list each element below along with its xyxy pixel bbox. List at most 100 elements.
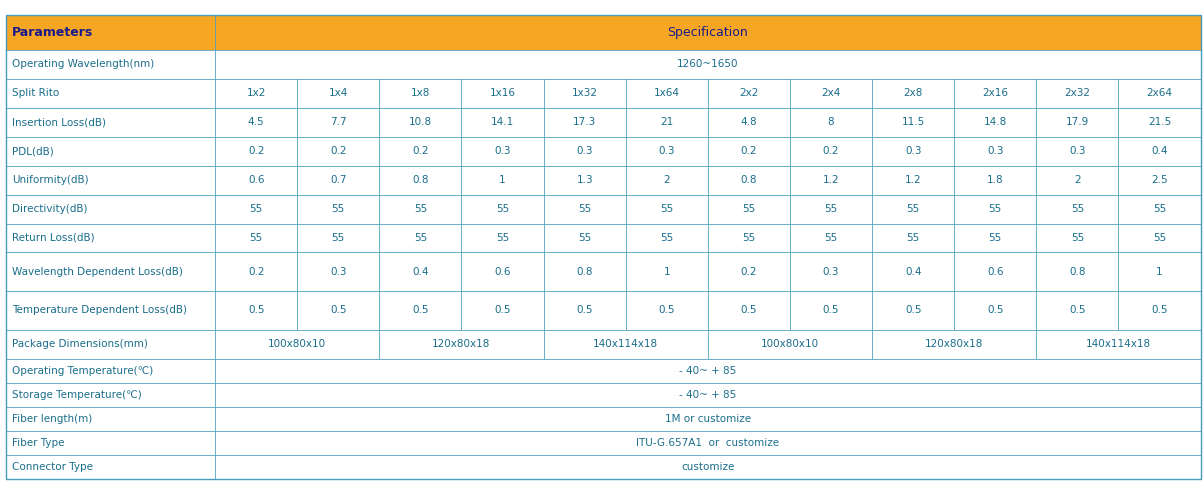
Bar: [215, 359, 1201, 383]
Bar: [6, 50, 215, 79]
Text: 7.7: 7.7: [330, 117, 346, 127]
Text: 0.5: 0.5: [986, 305, 1003, 316]
Text: 55: 55: [742, 204, 755, 214]
Bar: [1119, 291, 1201, 330]
Bar: [707, 166, 790, 195]
Bar: [297, 136, 379, 166]
Text: 4.8: 4.8: [741, 117, 757, 127]
Bar: [297, 253, 379, 291]
Bar: [872, 224, 954, 253]
Bar: [462, 224, 544, 253]
Text: Fiber Type: Fiber Type: [12, 438, 65, 448]
Bar: [215, 407, 1201, 431]
Text: 55: 55: [1071, 204, 1084, 214]
Bar: [1036, 136, 1119, 166]
Text: 55: 55: [1152, 233, 1166, 243]
Text: 0.8: 0.8: [1069, 267, 1085, 277]
Bar: [1119, 224, 1201, 253]
Text: Wavelength Dependent Loss(dB): Wavelength Dependent Loss(dB): [12, 267, 183, 277]
Text: customize: customize: [681, 462, 735, 472]
Bar: [707, 136, 790, 166]
Text: 1x32: 1x32: [571, 88, 598, 98]
Text: 0.6: 0.6: [248, 175, 265, 185]
Text: 2: 2: [1074, 175, 1080, 185]
Text: 2: 2: [663, 175, 670, 185]
Text: ITU-G.657A1  or  customize: ITU-G.657A1 or customize: [636, 438, 780, 448]
Text: 2x64: 2x64: [1146, 88, 1173, 98]
Text: 0.5: 0.5: [330, 305, 346, 316]
Text: 55: 55: [660, 233, 674, 243]
Bar: [215, 166, 297, 195]
Bar: [6, 455, 215, 479]
Bar: [215, 50, 1201, 79]
Text: 0.2: 0.2: [413, 146, 428, 156]
Bar: [544, 253, 626, 291]
Bar: [954, 136, 1036, 166]
Text: Storage Temperature(℃): Storage Temperature(℃): [12, 390, 142, 400]
Bar: [379, 136, 462, 166]
Bar: [297, 166, 379, 195]
Text: Operating Wavelength(nm): Operating Wavelength(nm): [12, 60, 154, 69]
Bar: [1036, 330, 1201, 359]
Text: 0.3: 0.3: [986, 146, 1003, 156]
Bar: [6, 407, 215, 431]
Bar: [1036, 253, 1119, 291]
Bar: [544, 136, 626, 166]
Text: 0.2: 0.2: [741, 267, 757, 277]
Bar: [626, 291, 707, 330]
Text: 0.8: 0.8: [413, 175, 428, 185]
Bar: [626, 195, 707, 224]
Text: 0.6: 0.6: [494, 267, 511, 277]
Bar: [1119, 79, 1201, 108]
Bar: [954, 166, 1036, 195]
Text: 14.8: 14.8: [984, 117, 1007, 127]
Text: 55: 55: [577, 233, 591, 243]
Bar: [872, 253, 954, 291]
Text: 2x2: 2x2: [739, 88, 759, 98]
Text: 0.3: 0.3: [494, 146, 511, 156]
Bar: [790, 136, 872, 166]
Text: 14.1: 14.1: [491, 117, 514, 127]
Text: 55: 55: [824, 233, 837, 243]
Bar: [954, 253, 1036, 291]
Text: 55: 55: [1071, 233, 1084, 243]
Text: 8: 8: [828, 117, 835, 127]
Bar: [707, 195, 790, 224]
Bar: [872, 166, 954, 195]
Text: 10.8: 10.8: [409, 117, 432, 127]
Text: Uniformity(dB): Uniformity(dB): [12, 175, 89, 185]
Text: 0.5: 0.5: [1151, 305, 1168, 316]
Bar: [707, 291, 790, 330]
Text: 0.3: 0.3: [576, 146, 593, 156]
Bar: [1036, 108, 1119, 136]
Text: 1: 1: [1156, 267, 1163, 277]
Text: 100x80x10: 100x80x10: [268, 339, 326, 349]
Text: 4.5: 4.5: [248, 117, 265, 127]
Bar: [954, 291, 1036, 330]
Bar: [6, 166, 215, 195]
Bar: [462, 79, 544, 108]
Text: 55: 55: [907, 204, 920, 214]
Text: 0.4: 0.4: [1151, 146, 1168, 156]
Text: 0.3: 0.3: [1069, 146, 1085, 156]
Text: 0.6: 0.6: [986, 267, 1003, 277]
Bar: [6, 330, 215, 359]
Bar: [790, 253, 872, 291]
Text: 1x16: 1x16: [490, 88, 516, 98]
Text: 0.2: 0.2: [330, 146, 346, 156]
Text: 55: 55: [414, 204, 427, 214]
Bar: [954, 79, 1036, 108]
Bar: [6, 359, 215, 383]
Text: 100x80x10: 100x80x10: [760, 339, 819, 349]
Bar: [379, 330, 544, 359]
Bar: [544, 166, 626, 195]
Text: 55: 55: [496, 233, 509, 243]
Bar: [215, 455, 1201, 479]
Bar: [954, 195, 1036, 224]
Text: 55: 55: [496, 204, 509, 214]
Text: Specification: Specification: [668, 26, 748, 39]
Text: 0.2: 0.2: [741, 146, 757, 156]
Bar: [6, 291, 215, 330]
Bar: [1036, 79, 1119, 108]
Bar: [297, 224, 379, 253]
